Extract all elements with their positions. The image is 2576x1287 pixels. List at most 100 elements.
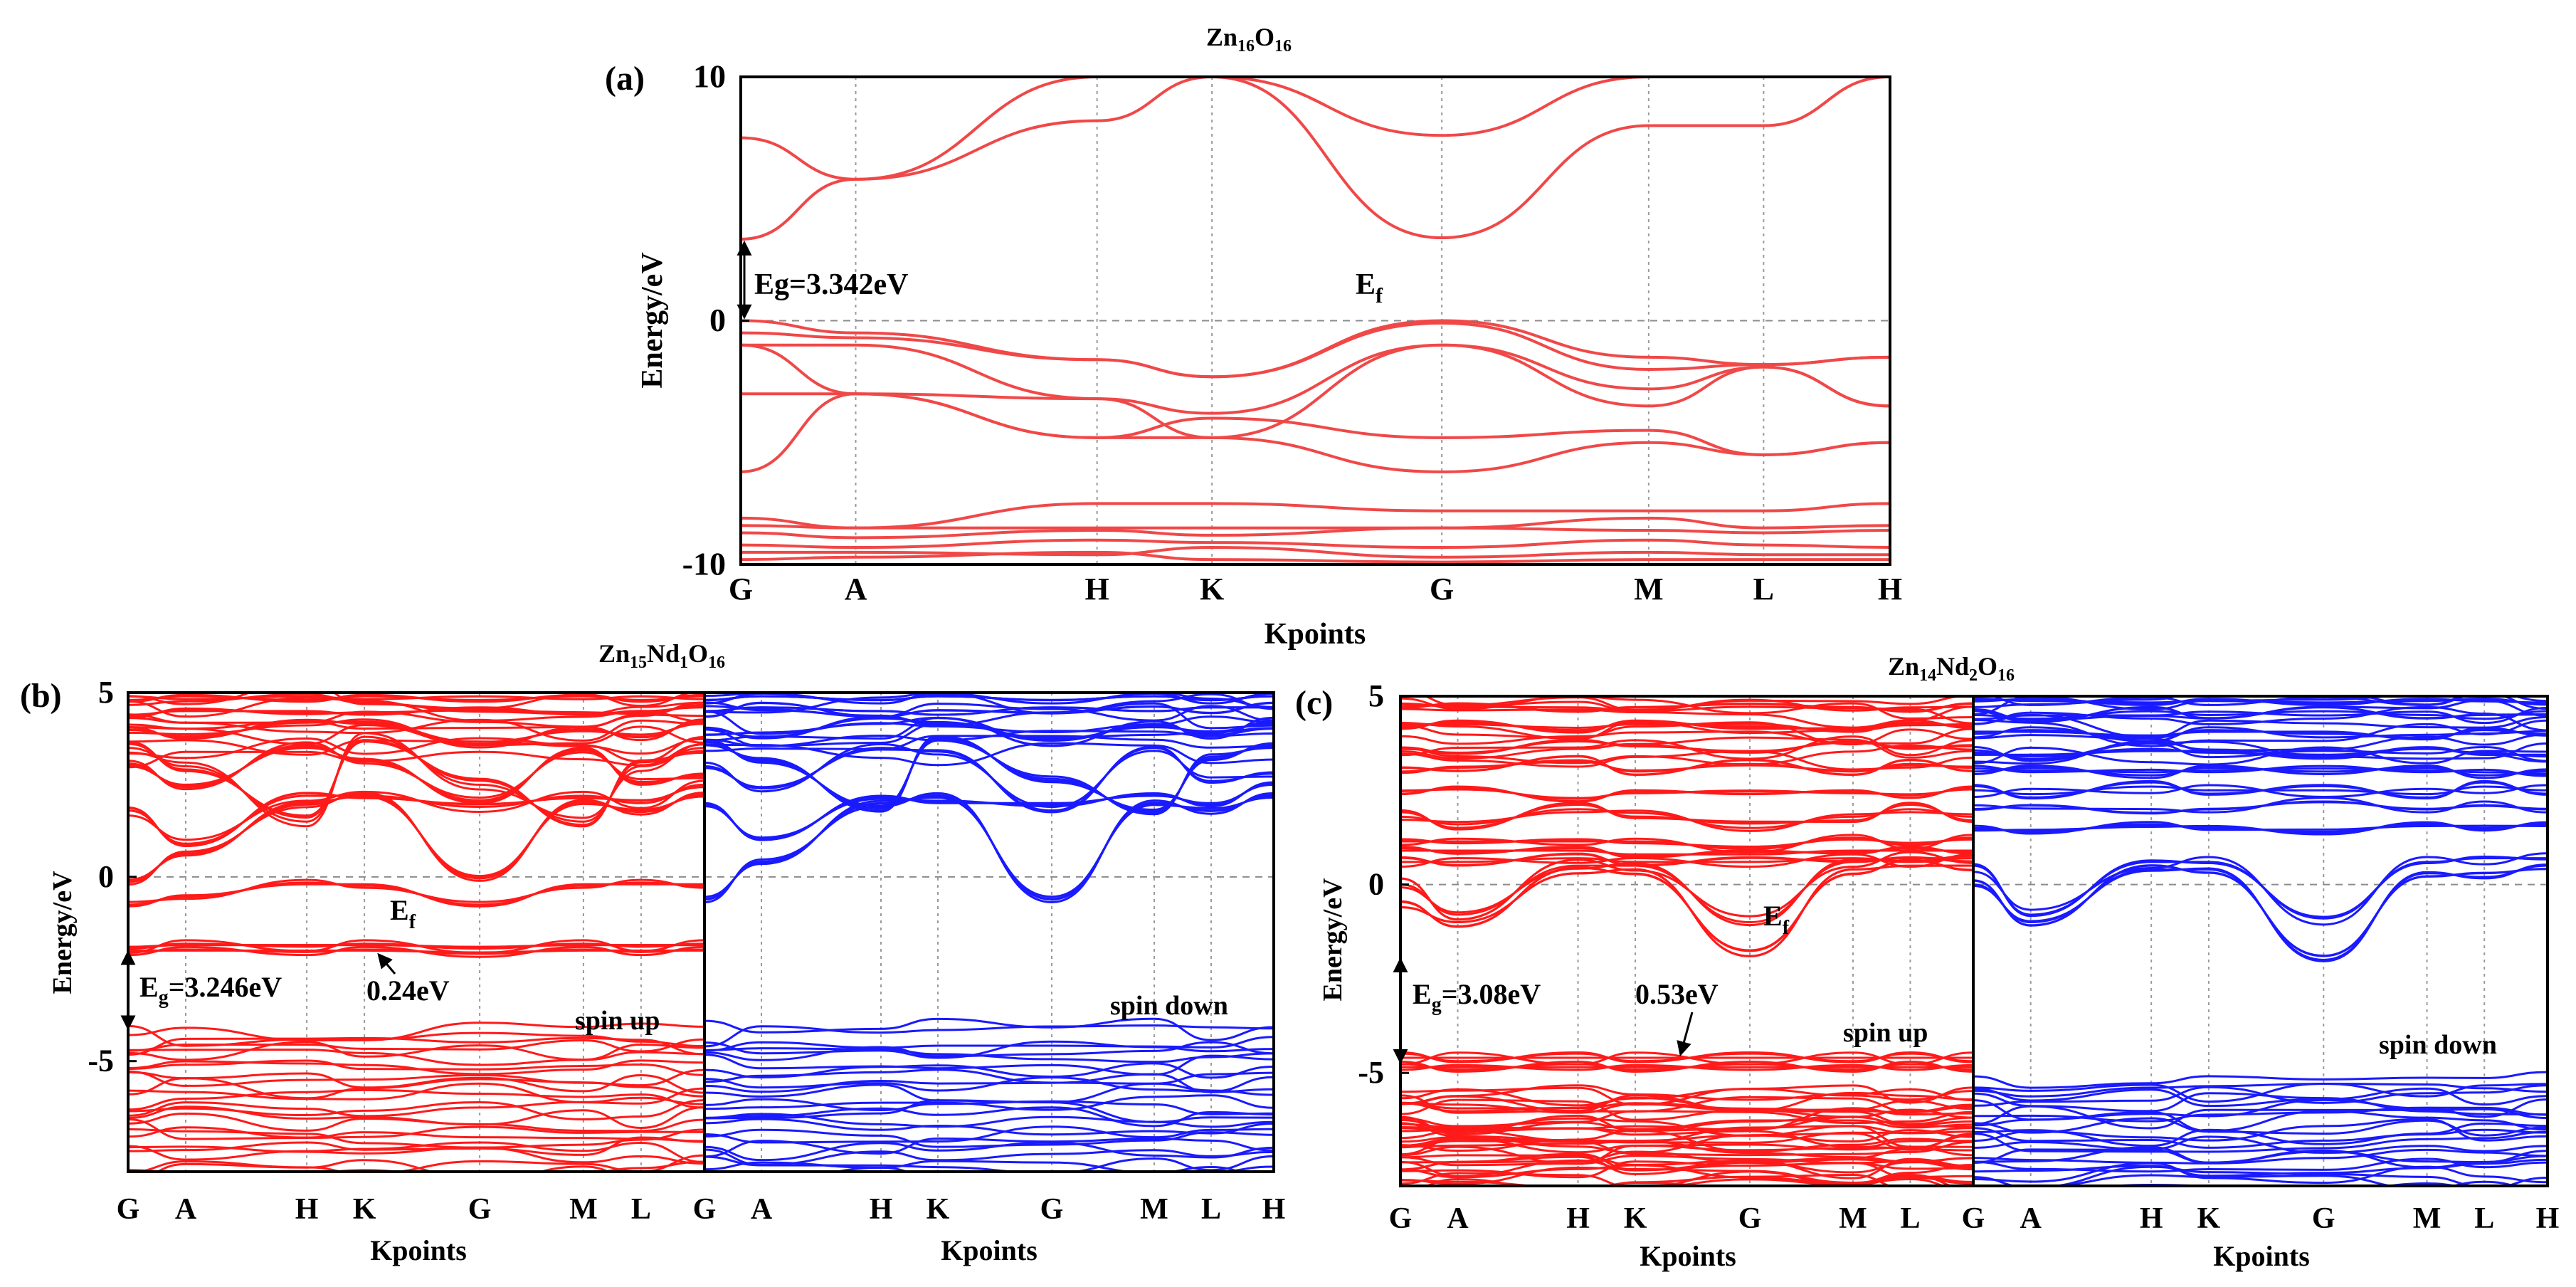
conduction-band-line	[1973, 733, 2548, 752]
ytick-label: -10	[682, 546, 726, 582]
valence-band-line	[704, 1094, 1274, 1111]
band-line	[741, 343, 1890, 439]
conduction-band-line	[1973, 719, 2548, 747]
panel-a-ylabel: Energy/eV	[636, 252, 669, 388]
band-line	[704, 745, 1274, 814]
kpoint-label: H	[2536, 1202, 2560, 1235]
kpoint-label: M	[1634, 572, 1664, 606]
panel-b-title: Zn15Nd1O16	[598, 639, 725, 672]
panel-a-bands	[741, 77, 1890, 564]
kpoint-label: H	[870, 1193, 893, 1226]
band-line	[1973, 856, 2548, 918]
panel-a-label: (a)	[605, 60, 645, 98]
conduction-band-line	[1973, 705, 2548, 732]
valence-band-line	[704, 1099, 1274, 1123]
conduction-band-line	[128, 735, 704, 763]
kpoint-label: A	[845, 572, 867, 606]
kpoint-label: G	[693, 1193, 717, 1226]
conduction-band-line	[128, 724, 704, 747]
valence-band-line	[704, 1054, 1274, 1076]
ytick-label: -5	[1358, 1055, 1384, 1090]
valence-band-line	[1973, 1130, 2548, 1153]
conduction-band-line	[1400, 696, 1973, 720]
valence-band-line	[1400, 1084, 1973, 1105]
band-line	[128, 945, 704, 958]
kpoint-label: H	[2140, 1202, 2163, 1235]
band-line	[128, 779, 704, 841]
panel-b-spin-down-label: spin down	[1110, 991, 1228, 1021]
valence-band-line	[1973, 1106, 2548, 1123]
panel-a-xlabel: Kpoints	[1265, 618, 1366, 651]
valence-band-line	[128, 1126, 704, 1142]
conduction-band-line	[1400, 720, 1973, 740]
panel-b-spin-down-bands	[704, 693, 1274, 1172]
panel-a-yticks: 10 0 -10	[682, 58, 749, 582]
band-line	[704, 737, 1274, 814]
conduction-band-line	[128, 743, 704, 769]
conduction-band-line	[1400, 721, 1973, 746]
valence-band-line	[704, 1141, 1274, 1162]
panel-b-spin-up-bands	[128, 693, 704, 1172]
panel-b-frame	[127, 691, 1275, 1173]
kpoint-label: M	[1140, 1193, 1168, 1226]
valence-band-line	[1817, 1178, 1946, 1186]
panel-c-spin-up-bands	[1400, 696, 1973, 1186]
band-line	[1400, 859, 1973, 952]
kpoint-label: K	[353, 1193, 376, 1226]
band-line	[1400, 851, 1973, 921]
band-line	[704, 783, 1274, 841]
panel-b-ylabel: Energy/eV	[48, 871, 78, 994]
panel-a: (a) Zn16O16 10 0 -10 G A H K G M L H Energy/eV Kp…	[605, 23, 1902, 651]
band-line	[704, 794, 1274, 900]
band-line	[1400, 1052, 1973, 1063]
kpoint-label: G	[1040, 1193, 1064, 1226]
band-line	[741, 538, 1890, 550]
band-line	[741, 550, 1890, 564]
band-line	[128, 741, 704, 799]
kpoint-label: K	[1624, 1202, 1647, 1235]
kpoint-label: M	[1839, 1202, 1867, 1235]
valence-band-line	[704, 1024, 1274, 1048]
conduction-band-line	[1973, 699, 2548, 721]
panel-b-gap-label: Eg=3.246eV	[139, 971, 282, 1009]
panel-c-impurity-arrow	[1677, 1012, 1694, 1057]
band-line	[741, 319, 1890, 379]
valence-band-line	[128, 1077, 704, 1100]
panel-b-label: (b)	[20, 677, 62, 715]
valence-band-line	[128, 1145, 704, 1165]
kpoint-label: G	[729, 572, 753, 606]
valence-band-line	[1400, 1088, 1973, 1107]
panel-c-spin-down-bands	[1973, 696, 2548, 1186]
kpoint-label: H	[1566, 1202, 1590, 1235]
kpoint-label: L	[1900, 1202, 1920, 1235]
conduction-band-line	[1400, 705, 1973, 729]
valence-band-line	[1973, 1158, 2548, 1177]
band-line	[1973, 864, 2548, 957]
band-line	[704, 794, 1274, 901]
kpoint-label: A	[2020, 1202, 2042, 1235]
band-line	[741, 502, 1890, 530]
band-line	[128, 732, 704, 828]
conduction-band-line	[1400, 700, 1973, 725]
valence-band-line	[1973, 1148, 2548, 1165]
valence-band-line	[1973, 1105, 2548, 1130]
conduction-band-line	[128, 701, 704, 728]
band-line	[1400, 803, 1973, 829]
conduction-band-line	[128, 693, 704, 710]
valence-band-line	[1400, 1143, 1973, 1165]
conduction-band-line	[704, 693, 1274, 715]
band-line	[128, 793, 704, 883]
kpoint-label: H	[295, 1193, 319, 1226]
conduction-band-line	[128, 717, 704, 742]
valence-band-line	[128, 1041, 704, 1061]
band-line	[741, 546, 1890, 559]
band-line	[1973, 852, 2548, 926]
kpoint-label: A	[175, 1193, 197, 1226]
panel-c-label: (c)	[1295, 684, 1333, 722]
band-line	[704, 782, 1274, 840]
panel-c-yticks: 5 0 -5	[1358, 678, 1409, 1090]
valence-band-line	[128, 1118, 704, 1140]
